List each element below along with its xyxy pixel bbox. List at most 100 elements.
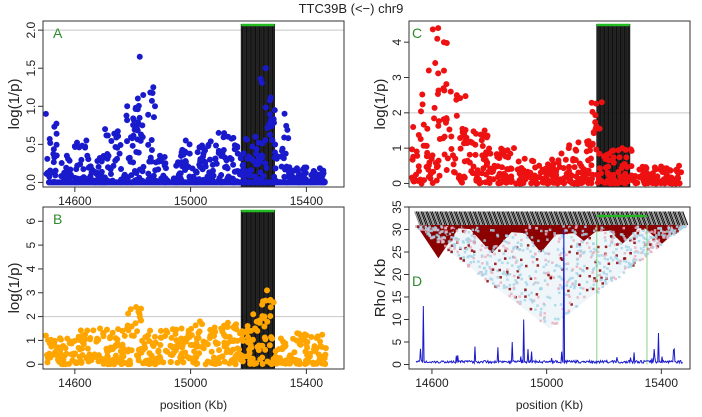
ld-cell [430,229,434,233]
ld-cell [484,246,487,250]
data-point [617,178,624,185]
snp-tick [664,211,671,226]
ld-cell [493,231,497,235]
y-tick-label: 0.5 [24,136,38,153]
ld-cell [495,244,498,248]
ld-cell [597,291,600,294]
data-point [596,165,603,172]
ld-cell [505,274,509,277]
snp-tick [612,211,619,226]
snp-tick [539,211,546,226]
ld-cell [650,230,654,234]
ld-cell [536,281,540,285]
data-point [56,358,63,365]
data-point [539,166,546,173]
ld-cell [561,307,565,311]
data-point [270,299,277,306]
plot-area [43,209,344,369]
data-point [478,137,485,144]
data-point [169,344,176,351]
data-point [178,357,185,364]
data-point [104,361,111,368]
data-point [420,121,427,128]
data-point [476,180,483,187]
ld-cell [574,279,577,283]
ld-cell [615,235,619,238]
data-point [435,157,442,164]
data-point [244,155,251,162]
ld-cell [662,235,666,239]
snp-tick [658,211,665,226]
ld-cell [666,236,669,239]
ld-cell [565,311,568,315]
ld-cell [555,321,559,325]
data-point [549,156,556,163]
data-point [418,180,425,187]
data-point [261,323,268,330]
ld-cell [527,293,531,297]
panel-label: A [53,25,63,41]
snp-tick [598,211,605,226]
ld-cell [506,235,509,238]
ld-cell [551,321,554,325]
ld-cell [489,267,492,271]
ld-cell [583,233,586,236]
x-axis-label: position (Kb) [516,398,583,412]
ld-cell [585,267,589,270]
ld-cell [672,225,675,228]
y-tick-label: 2 [24,313,38,320]
ld-cell [485,246,489,249]
y-tick-label: 25 [390,245,404,259]
ld-cell [567,293,570,297]
snp-tick [426,211,433,226]
data-point [150,340,157,347]
ld-cell [456,240,459,244]
ld-cell [568,301,572,305]
data-point [441,151,448,158]
ld-cell [421,228,424,231]
ld-cell [427,227,431,230]
ld-cell [560,287,564,290]
ld-cell [578,292,582,296]
snp-tick [645,211,652,226]
ld-cell [423,230,427,234]
ld-cell [589,286,593,290]
ld-cell [416,225,420,229]
data-point [266,131,273,138]
ld-cell [597,254,600,257]
ld-cell [560,258,564,261]
snp-tick [613,211,621,226]
ld-cell [442,236,446,239]
ld-cell [641,251,644,254]
data-point [588,180,595,187]
ld-cell [560,277,564,281]
snp-tick [618,211,625,226]
ld-cell [534,308,537,311]
ld-cell [484,277,487,281]
data-point [304,344,311,351]
data-point [155,347,162,354]
ld-cell [565,253,568,257]
data-point [44,359,51,366]
snp-tick [529,211,536,226]
data-point [281,173,288,180]
data-point [168,334,175,341]
data-point [267,304,274,311]
ld-cell [596,274,600,277]
data-point [44,155,51,162]
snp-tick [640,211,647,226]
data-point [88,169,95,176]
ld-cell [518,265,522,268]
data-point [212,361,219,368]
ld-cell [668,231,672,234]
snp-tick [617,211,624,226]
data-point [239,358,246,365]
ld-cell [589,250,592,253]
ld-cell [519,258,523,262]
data-point [566,168,573,175]
data-point [447,88,454,95]
ld-cell [543,303,546,307]
data-point [276,354,283,361]
ld-cell [491,268,495,271]
data-point [441,133,448,140]
